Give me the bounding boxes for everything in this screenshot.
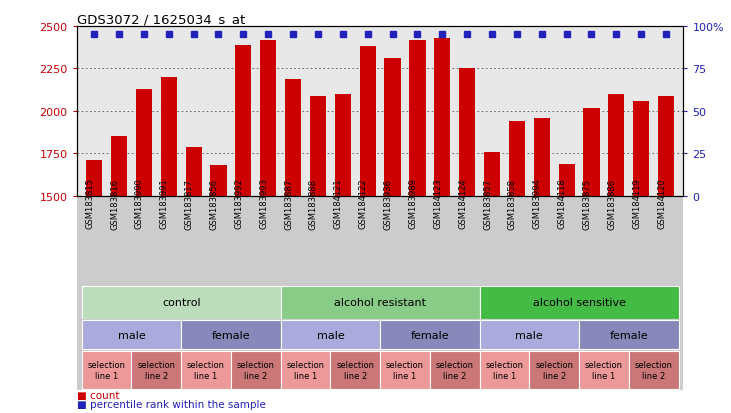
Bar — [409, 40, 425, 197]
Bar — [583, 108, 599, 197]
Text: male: male — [515, 330, 543, 340]
Bar — [480, 320, 579, 349]
Bar — [509, 122, 525, 197]
Bar — [385, 59, 401, 197]
Text: GSM183992: GSM183992 — [235, 178, 243, 229]
Text: GSM183886: GSM183886 — [607, 178, 616, 229]
Text: GSM184123: GSM184123 — [433, 178, 442, 229]
Text: GSM183816: GSM183816 — [110, 178, 119, 229]
Text: female: female — [211, 330, 250, 340]
Text: alcohol resistant: alcohol resistant — [334, 297, 426, 307]
Bar — [480, 286, 678, 319]
Bar — [211, 166, 227, 197]
Text: GSM183856: GSM183856 — [210, 178, 219, 229]
Bar — [629, 351, 678, 389]
Bar — [480, 351, 529, 389]
Text: selection
line 2: selection line 2 — [635, 361, 673, 380]
Text: GSM184121: GSM184121 — [334, 178, 343, 229]
Text: ■ percentile rank within the sample: ■ percentile rank within the sample — [77, 399, 265, 409]
Bar — [579, 351, 629, 389]
Bar — [335, 95, 351, 197]
Bar — [281, 320, 380, 349]
Bar — [260, 40, 276, 197]
Bar — [161, 78, 177, 197]
Bar — [132, 351, 181, 389]
Text: GSM184119: GSM184119 — [632, 178, 641, 229]
Bar — [310, 96, 326, 197]
Text: selection
line 2: selection line 2 — [535, 361, 573, 380]
Bar — [430, 351, 480, 389]
Text: GSM183991: GSM183991 — [160, 178, 169, 229]
Text: selection
line 1: selection line 1 — [485, 361, 523, 380]
Text: selection
line 2: selection line 2 — [137, 361, 175, 380]
Bar — [484, 152, 500, 197]
Bar — [186, 147, 202, 197]
Bar — [281, 351, 330, 389]
Bar — [82, 286, 281, 319]
Text: GSM184124: GSM184124 — [458, 178, 467, 229]
Text: selection
line 2: selection line 2 — [237, 361, 275, 380]
Text: GSM183993: GSM183993 — [260, 178, 268, 229]
Text: female: female — [411, 330, 449, 340]
Bar — [380, 351, 430, 389]
Text: GSM184120: GSM184120 — [657, 178, 666, 229]
Bar — [360, 47, 376, 197]
Text: selection
line 1: selection line 1 — [585, 361, 623, 380]
Text: GSM183887: GSM183887 — [284, 178, 293, 229]
Bar — [86, 161, 102, 197]
Text: selection
line 1: selection line 1 — [386, 361, 424, 380]
Text: GSM184122: GSM184122 — [359, 178, 368, 229]
Bar — [181, 320, 281, 349]
Text: GSM183888: GSM183888 — [309, 178, 318, 229]
Bar — [579, 320, 678, 349]
Text: alcohol sensitive: alcohol sensitive — [533, 297, 626, 307]
Text: selection
line 2: selection line 2 — [436, 361, 474, 380]
Bar — [285, 79, 301, 197]
Bar — [82, 320, 181, 349]
Bar — [534, 119, 550, 197]
Bar — [281, 286, 480, 319]
Text: GSM183936: GSM183936 — [384, 178, 393, 229]
Bar — [633, 102, 649, 197]
Text: female: female — [610, 330, 648, 340]
Bar — [82, 351, 132, 389]
Bar — [235, 45, 251, 197]
Text: GSM183857: GSM183857 — [483, 178, 492, 229]
Bar — [529, 351, 579, 389]
Text: GSM183989: GSM183989 — [409, 178, 417, 229]
Text: ■ count: ■ count — [77, 390, 119, 400]
Bar — [658, 96, 674, 197]
Text: male: male — [118, 330, 145, 340]
Text: control: control — [162, 297, 200, 307]
Bar — [459, 69, 475, 197]
Text: GSM183990: GSM183990 — [135, 178, 144, 229]
Text: GSM183858: GSM183858 — [508, 178, 517, 229]
Bar — [608, 95, 624, 197]
Text: GSM184118: GSM184118 — [558, 178, 567, 229]
Text: selection
line 1: selection line 1 — [287, 361, 325, 380]
Text: GSM183817: GSM183817 — [185, 178, 194, 229]
Text: selection
line 1: selection line 1 — [88, 361, 126, 380]
Bar — [231, 351, 281, 389]
Text: GDS3072 / 1625034_s_at: GDS3072 / 1625034_s_at — [77, 13, 245, 26]
Bar — [434, 39, 450, 197]
Bar — [136, 90, 152, 197]
Bar — [111, 136, 127, 197]
Text: GSM183875: GSM183875 — [583, 178, 591, 229]
Bar — [558, 164, 575, 197]
Text: selection
line 1: selection line 1 — [187, 361, 225, 380]
Bar — [380, 320, 480, 349]
Text: GSM183994: GSM183994 — [533, 178, 542, 229]
Bar — [330, 351, 380, 389]
Text: male: male — [317, 330, 344, 340]
Text: selection
line 2: selection line 2 — [336, 361, 374, 380]
Bar — [181, 351, 231, 389]
Text: GSM183815: GSM183815 — [85, 178, 94, 229]
